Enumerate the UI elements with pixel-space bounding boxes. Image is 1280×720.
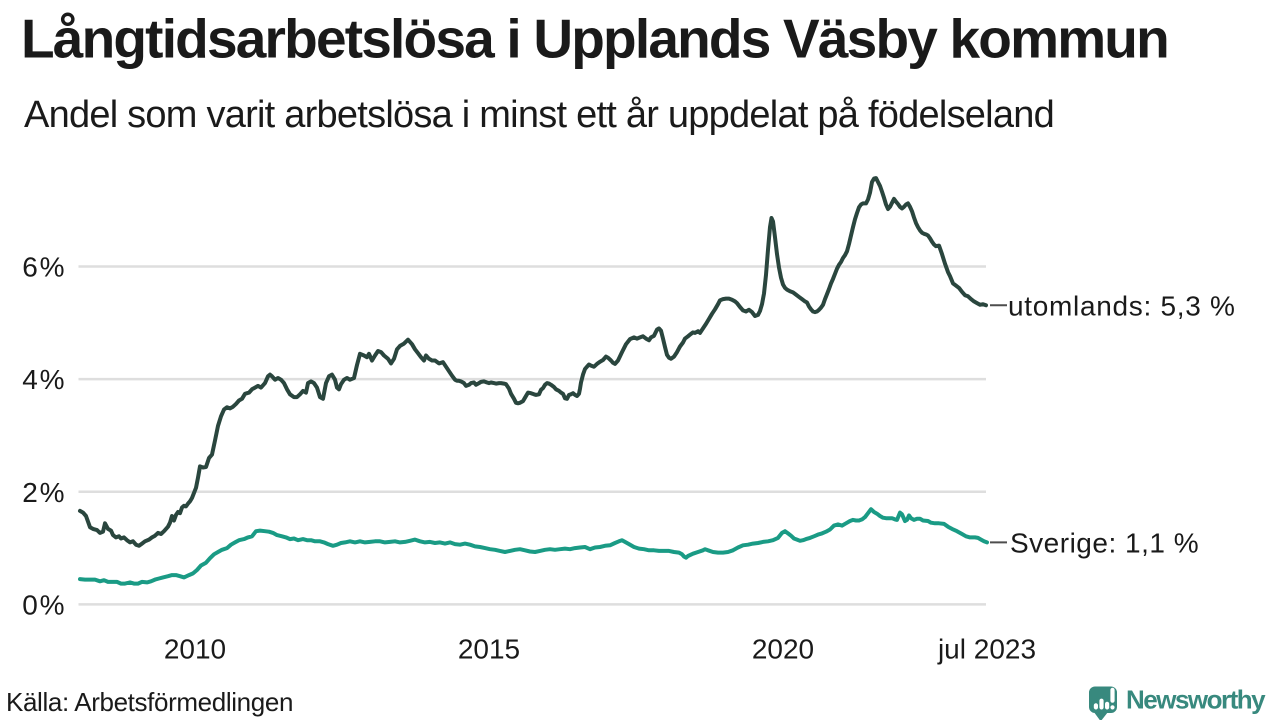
svg-text:Sverige: 1,1 %: Sverige: 1,1 % bbox=[1010, 527, 1199, 558]
svg-text:Källa: Arbetsförmedlingen: Källa: Arbetsförmedlingen bbox=[6, 687, 293, 717]
svg-text:2020: 2020 bbox=[752, 634, 814, 665]
svg-text:%: % bbox=[40, 364, 65, 395]
svg-text:Newsworthy: Newsworthy bbox=[1126, 684, 1266, 714]
svg-text:jul 2023: jul 2023 bbox=[937, 634, 1036, 665]
svg-text:%: % bbox=[40, 252, 65, 283]
svg-text:2010: 2010 bbox=[164, 634, 226, 665]
svg-text:%: % bbox=[40, 589, 65, 620]
svg-text:6: 6 bbox=[22, 252, 38, 283]
svg-text:2: 2 bbox=[22, 477, 38, 508]
svg-text:utomlands: 5,3 %: utomlands: 5,3 % bbox=[1008, 290, 1236, 321]
svg-text:2015: 2015 bbox=[458, 634, 520, 665]
svg-text:%: % bbox=[40, 477, 65, 508]
svg-text:Andel som varit arbetslösa i m: Andel som varit arbetslösa i minst ett å… bbox=[24, 94, 1054, 136]
svg-text:4: 4 bbox=[22, 364, 38, 395]
svg-text:Långtidsarbetslösa i Upplands: Långtidsarbetslösa i Upplands Väsby komm… bbox=[21, 8, 1168, 70]
svg-text:0: 0 bbox=[22, 589, 38, 620]
